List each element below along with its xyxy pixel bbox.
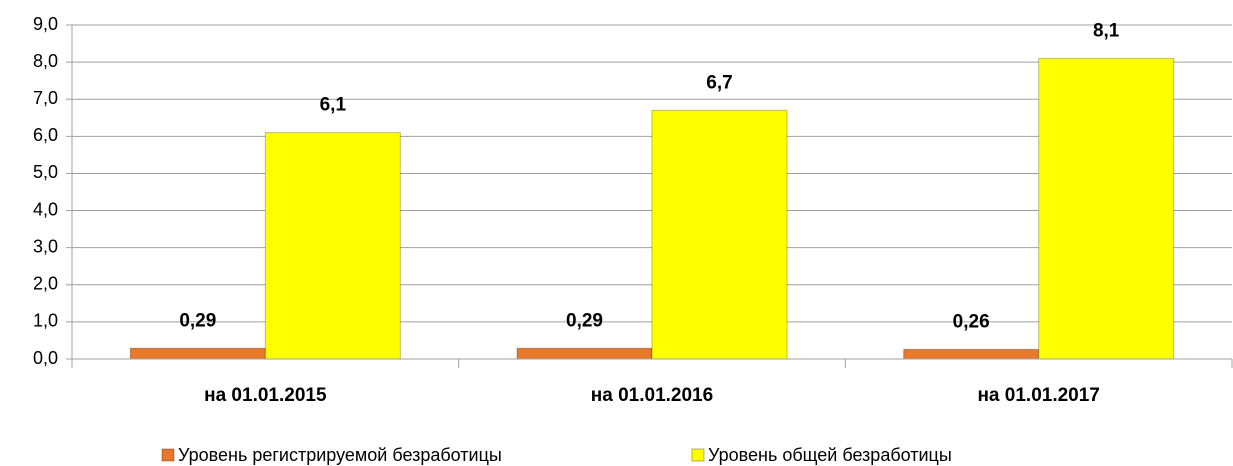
legend-swatch xyxy=(161,448,175,462)
data-label: 6,7 xyxy=(706,72,732,93)
y-tick-label: 0,0 xyxy=(33,348,58,368)
y-tick-label: 9,0 xyxy=(33,14,58,34)
legend-swatch xyxy=(691,448,705,462)
x-tick-label: на 01.01.2017 xyxy=(977,385,1099,406)
bar xyxy=(264,132,401,360)
y-tick-label: 2,0 xyxy=(33,274,58,294)
y-tick-label: 4,0 xyxy=(33,199,58,219)
data-label: 0,26 xyxy=(953,311,990,332)
x-tick-label: на 01.01.2015 xyxy=(204,385,327,406)
y-tick-label: 5,0 xyxy=(33,162,58,182)
bar xyxy=(1038,57,1175,360)
bar xyxy=(651,109,788,360)
bar xyxy=(129,347,266,360)
bar xyxy=(903,348,1040,360)
y-tick-label: 7,0 xyxy=(33,88,58,108)
y-tick-label: 1,0 xyxy=(33,311,58,331)
legend-label: Уровень общей безработицы xyxy=(708,445,952,465)
x-tick-label: на 01.01.2016 xyxy=(591,385,713,406)
data-label: 6,1 xyxy=(320,95,347,116)
y-tick-label: 3,0 xyxy=(33,236,58,256)
legend-label: Уровень регистрируемой безработицы xyxy=(178,445,502,465)
y-tick-label: 6,0 xyxy=(33,125,58,145)
y-tick-label: 8,0 xyxy=(33,51,58,71)
data-label: 0,29 xyxy=(566,310,603,331)
data-label: 0,29 xyxy=(179,310,216,331)
data-label: 8,1 xyxy=(1093,20,1120,41)
bar xyxy=(516,347,653,360)
